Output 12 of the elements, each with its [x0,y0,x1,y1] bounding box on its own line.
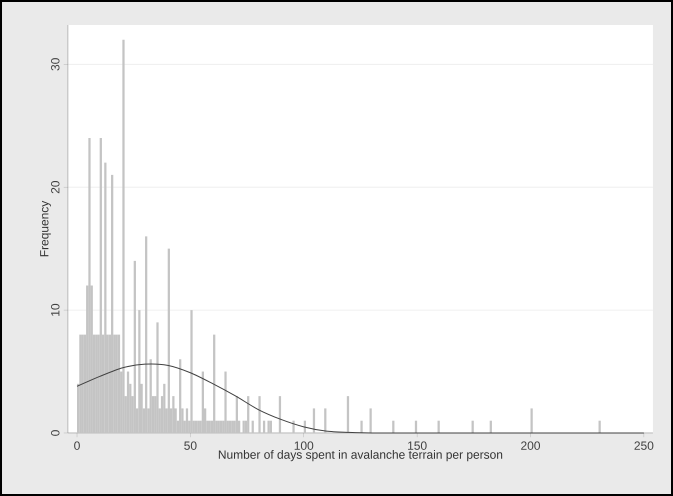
x-tick-label: 150 [408,441,427,450]
x-axis-title: Number of days spent in avalanche terrain per person [218,450,502,462]
y-tick-label: 10 [51,304,60,316]
x-tick-label: 100 [294,441,314,450]
y-tick-label: 0 [51,430,60,436]
x-tick-label: 0 [74,441,80,450]
x-tick-label: 250 [634,441,654,450]
y-tick-label: 20 [51,181,60,194]
x-tick-label: 50 [184,441,197,450]
y-tick-label: 30 [51,58,60,71]
y-axis-title: Frequency [40,200,51,256]
x-tick-label: 200 [521,441,540,450]
